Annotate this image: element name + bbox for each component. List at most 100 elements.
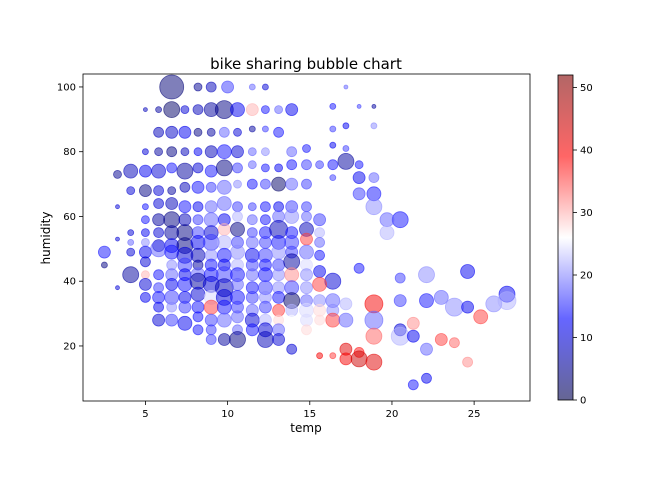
- bubble-point: [245, 290, 259, 304]
- bubble-point: [461, 300, 475, 314]
- bubble-point: [260, 147, 270, 157]
- bubble-point: [272, 303, 286, 317]
- bubble-point: [159, 74, 185, 100]
- x-axis-label: temp: [290, 421, 321, 435]
- bubble-point: [142, 107, 148, 112]
- bubble-point: [313, 303, 327, 317]
- y-tick-label: 100: [57, 82, 76, 93]
- bubble-point: [460, 264, 476, 279]
- bubble-point: [272, 268, 286, 282]
- bubble-point: [153, 185, 165, 197]
- colorbar-tick-label: 50: [580, 83, 593, 94]
- x-axis: 5 10 15 20 25: [142, 401, 480, 420]
- colorbar-tick-label: 20: [580, 271, 593, 282]
- bubble-point: [127, 238, 135, 246]
- bubble-point: [379, 212, 395, 228]
- bubble-point: [285, 177, 299, 191]
- y-tick-label: 60: [63, 212, 76, 223]
- bubble-point: [284, 267, 300, 283]
- bubble-point: [180, 105, 190, 114]
- bubble-point: [272, 290, 286, 304]
- bubble-point: [205, 334, 217, 345]
- bubble-point: [391, 211, 409, 229]
- bubble-point: [191, 300, 205, 314]
- bubble-point: [462, 356, 474, 368]
- bubble-point: [258, 300, 272, 314]
- colorbar: [558, 75, 573, 400]
- bubble-point: [272, 333, 286, 346]
- bubble-point: [365, 198, 383, 216]
- bubble-point: [433, 289, 449, 305]
- bubble-point: [406, 329, 420, 343]
- bubble-point: [274, 105, 284, 114]
- bubble-point: [113, 169, 122, 179]
- x-tick-label: 20: [386, 409, 399, 420]
- bubble-point: [286, 159, 298, 171]
- bubble-point: [218, 126, 230, 138]
- bubble-point: [217, 222, 231, 236]
- bubble-point: [245, 323, 259, 337]
- y-axis-label: humidity: [39, 212, 53, 265]
- bubble-point: [259, 201, 271, 213]
- bubble-point: [245, 235, 259, 249]
- bubble-point: [139, 256, 151, 268]
- bubble-point: [314, 314, 326, 326]
- bubble-point: [233, 127, 242, 137]
- bubble-point: [216, 234, 232, 250]
- bubble-point: [420, 342, 433, 356]
- bubble-point: [339, 297, 353, 311]
- bubble-layer: [98, 74, 517, 391]
- bubble-point: [163, 101, 181, 118]
- bubble-point: [192, 214, 204, 226]
- bubble-point: [246, 214, 258, 226]
- bubble-point: [329, 352, 337, 360]
- bubble-point: [180, 147, 190, 157]
- bubble-point: [394, 272, 406, 284]
- bubble-point: [261, 125, 269, 133]
- bubble-point: [314, 236, 326, 248]
- bubble-point: [216, 196, 232, 211]
- bubble-point: [167, 186, 177, 196]
- bubble-point: [165, 277, 179, 291]
- bubble-point: [365, 353, 383, 371]
- bubble-point: [166, 162, 178, 174]
- bubble-point: [203, 212, 219, 228]
- bubble-point: [473, 309, 489, 325]
- bubble-point: [154, 257, 164, 267]
- bubble-point: [248, 83, 256, 91]
- bubble-point: [327, 159, 339, 171]
- bubble-point: [193, 82, 203, 92]
- colorbar-tick-label: 0: [580, 396, 586, 407]
- x-tick-label: 15: [303, 409, 316, 420]
- bubble-point: [418, 266, 435, 284]
- bubble-point: [260, 163, 270, 173]
- bubble-point: [285, 103, 299, 116]
- bubble-point: [299, 244, 314, 260]
- bubble-point: [329, 141, 337, 149]
- bubble-point: [204, 313, 218, 327]
- bubble-point: [152, 213, 166, 227]
- bubble-point: [343, 84, 349, 90]
- bubble-point: [286, 343, 298, 355]
- x-tick-label: 25: [468, 409, 481, 420]
- bubble-point: [271, 176, 287, 192]
- bubble-point: [421, 372, 432, 384]
- bubble-point: [221, 80, 235, 94]
- bubble-point: [444, 297, 464, 317]
- bubble-point: [217, 333, 231, 346]
- bubble-point: [393, 294, 407, 308]
- bubble-point: [248, 125, 256, 133]
- bubble-point: [165, 125, 179, 139]
- bubble-point: [342, 122, 350, 130]
- bubble-point: [192, 324, 204, 336]
- bubble-point: [216, 179, 232, 195]
- bubble-point: [497, 291, 517, 311]
- bubble-point: [190, 286, 206, 302]
- bubble-point: [166, 301, 178, 313]
- plot-frame: [82, 73, 531, 402]
- bubble-point: [247, 147, 257, 157]
- bubble-point: [115, 236, 120, 242]
- bubble-point: [140, 237, 150, 247]
- bubble-point: [216, 299, 232, 315]
- bubble-point: [231, 277, 244, 291]
